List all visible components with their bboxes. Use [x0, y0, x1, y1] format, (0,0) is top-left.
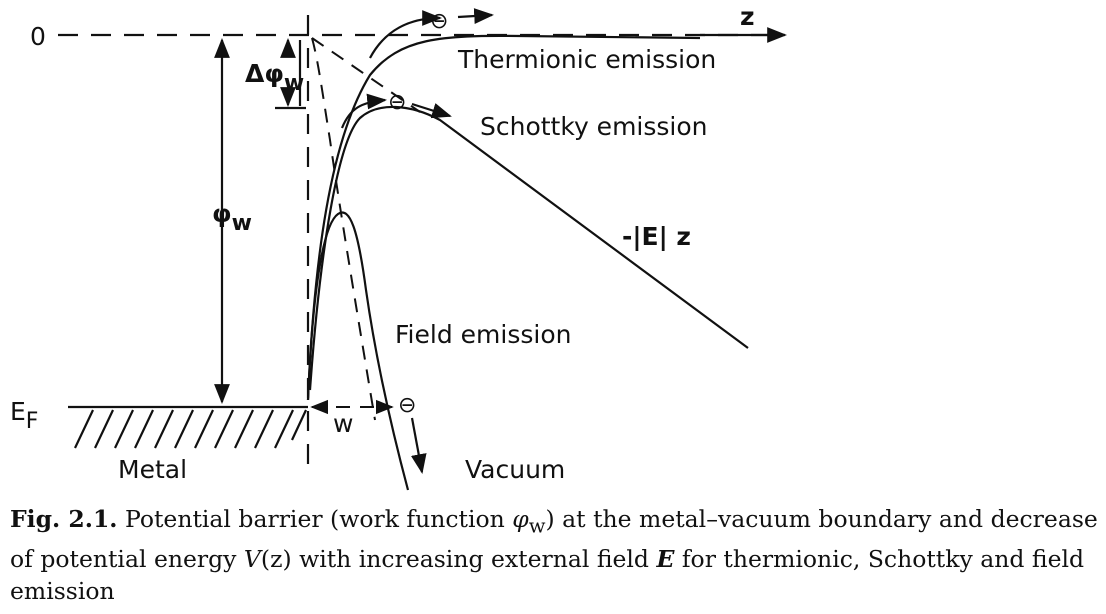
caption-v-arg: (z)	[260, 544, 292, 573]
caption-text-1: Potential barrier (work function	[117, 505, 513, 533]
schottky-arrow	[411, 102, 452, 119]
caption-label: Fig. 2.1.	[10, 505, 118, 533]
width-label: w	[333, 409, 353, 438]
caption-v-symbol: V	[243, 544, 261, 573]
metal-hatching	[74, 409, 307, 449]
metal-label: Metal	[118, 455, 187, 484]
field-slope-label: -|E| z	[622, 222, 691, 251]
field-electron-arrow	[410, 417, 427, 474]
figure-caption: Fig. 2.1. Potential barrier (work functi…	[10, 503, 1100, 607]
thermionic-electron-path-arrow	[369, 10, 442, 59]
caption-text-4: for thermionic, Schottky and field emiss…	[10, 544, 1085, 605]
vacuum-label: Vacuum	[465, 455, 565, 484]
thermionic-electron: ⊖	[430, 9, 448, 34]
field-emission-curve	[306, 211, 410, 491]
zero-label: 0	[30, 22, 46, 51]
schottky-curve	[308, 105, 749, 391]
schottky-electron: ⊖	[388, 90, 406, 115]
fermi-label: EF	[10, 397, 38, 434]
schottky-electron-path-arrow	[340, 93, 387, 129]
schottky-label: Schottky emission	[480, 112, 708, 141]
caption-phi-sub: w	[528, 514, 546, 538]
thermionic-arrow	[457, 8, 494, 24]
caption-text-2: ) at the metal–vacuum boundary and decre…	[10, 505, 1098, 573]
schottky-dashed-line	[311, 37, 421, 113]
caption-e-symbol: E	[656, 544, 675, 573]
thermionic-label: Thermionic emission	[457, 45, 716, 74]
caption-phi-symbol: φ	[512, 505, 529, 533]
field-emission-label: Field emission	[395, 320, 571, 349]
field-electron: ⊖	[398, 393, 416, 418]
delta-phi-label: Δφw	[245, 59, 304, 96]
potential-barrier-diagram: 0 z EF φw Δφw ⊖ Thermionic emission ⊖ Sc…	[10, 2, 787, 491]
image-potential-dashed-curve	[311, 37, 376, 421]
z-axis-label: z	[740, 2, 755, 31]
work-function-label: φw	[212, 199, 252, 236]
caption-text-3: with increasing external field	[291, 544, 657, 573]
